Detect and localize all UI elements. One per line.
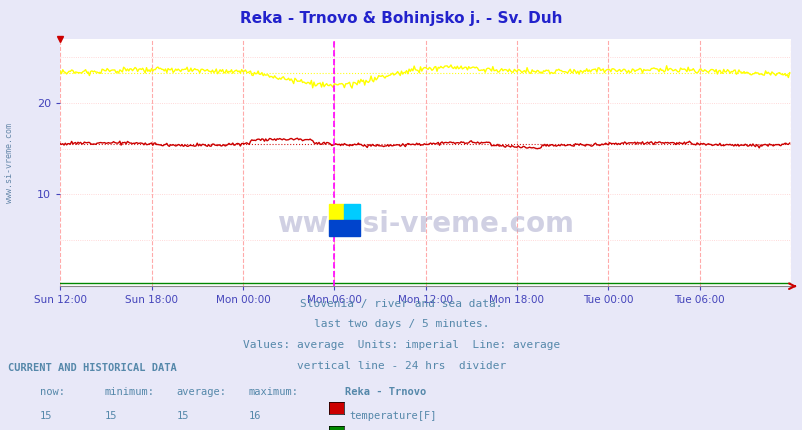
Bar [344, 203, 360, 220]
Text: Reka - Trnovo & Bohinjsko j. - Sv. Duh: Reka - Trnovo & Bohinjsko j. - Sv. Duh [240, 11, 562, 26]
Text: www.si-vreme.com: www.si-vreme.com [5, 123, 14, 203]
Bar [328, 220, 360, 236]
Text: average:: average: [176, 387, 226, 397]
Text: Values: average  Units: imperial  Line: average: Values: average Units: imperial Line: av… [242, 340, 560, 350]
Text: now:: now: [40, 387, 65, 397]
Bar [328, 203, 344, 220]
Text: 15: 15 [40, 411, 53, 421]
Text: 15: 15 [176, 411, 189, 421]
Text: minimum:: minimum: [104, 387, 154, 397]
Text: www.si-vreme.com: www.si-vreme.com [277, 210, 573, 238]
Text: Reka - Trnovo: Reka - Trnovo [345, 387, 426, 397]
Text: Slovenia / river and sea data.: Slovenia / river and sea data. [300, 299, 502, 309]
Text: maximum:: maximum: [249, 387, 298, 397]
Text: last two days / 5 minutes.: last two days / 5 minutes. [314, 319, 488, 329]
Text: CURRENT AND HISTORICAL DATA: CURRENT AND HISTORICAL DATA [8, 363, 176, 373]
Text: 16: 16 [249, 411, 261, 421]
Text: 15: 15 [104, 411, 117, 421]
Text: temperature[F]: temperature[F] [349, 411, 436, 421]
Text: vertical line - 24 hrs  divider: vertical line - 24 hrs divider [297, 361, 505, 371]
